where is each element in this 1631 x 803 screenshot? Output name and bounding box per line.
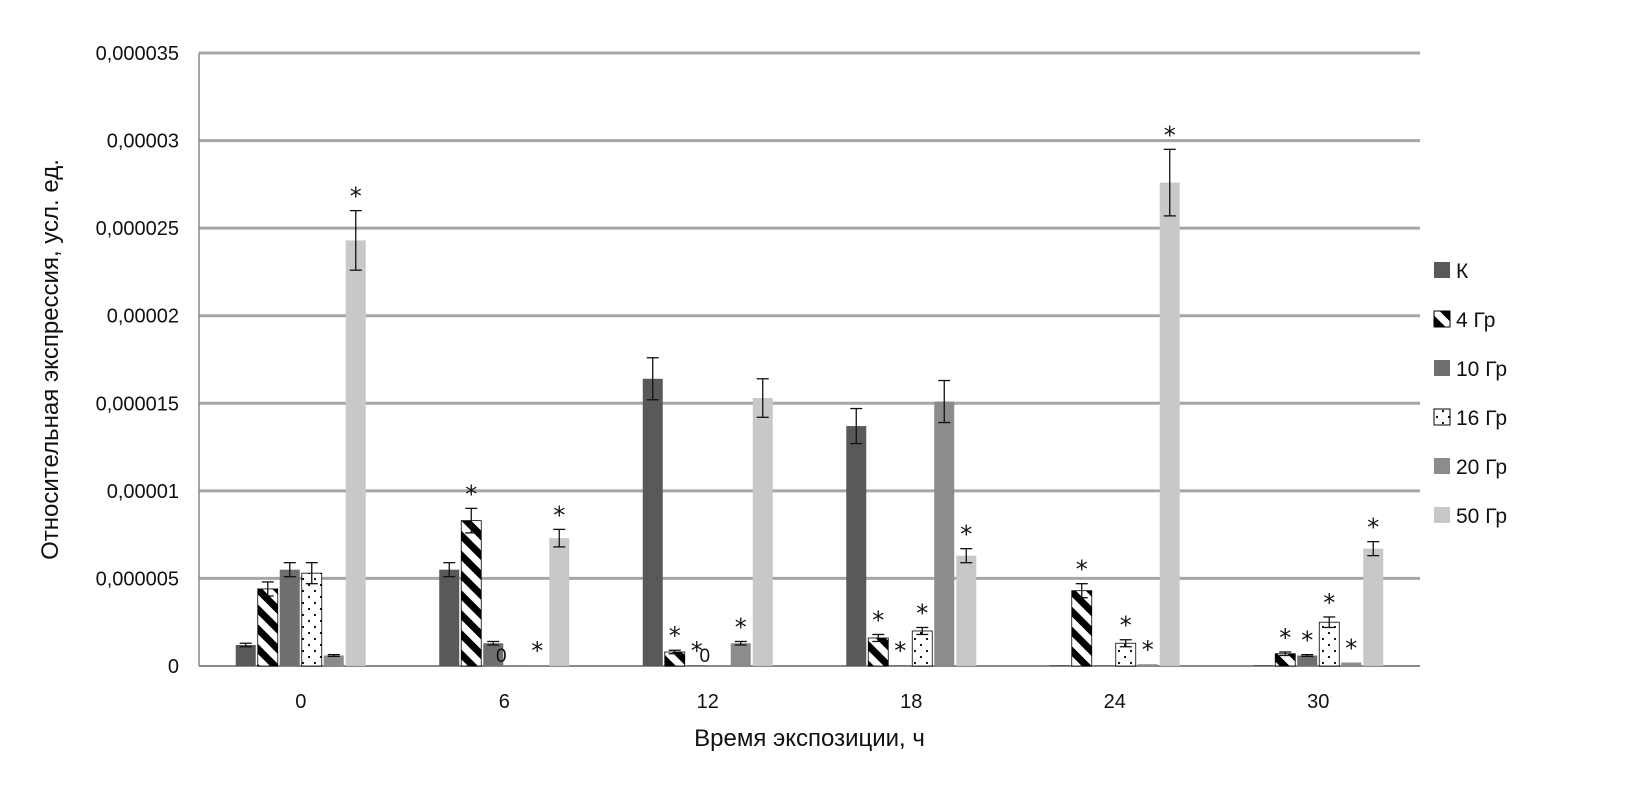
significance-asterisk: * xyxy=(916,599,928,627)
x-tick-label: 6 xyxy=(499,691,510,713)
bar xyxy=(235,644,256,666)
bar xyxy=(439,569,460,666)
bar xyxy=(890,665,911,666)
legend: К 4 Гр 10 Гр 16 Гр 20 Гр 50 Гр xyxy=(1433,260,1507,528)
y-tick-label: 0,000015 xyxy=(96,393,179,415)
bar xyxy=(279,569,300,666)
significance-asterisk: * xyxy=(1164,121,1176,149)
significance-asterisk: * xyxy=(669,622,681,650)
significance-asterisk: * xyxy=(1345,634,1357,662)
zero-annotation: 0 xyxy=(699,646,710,667)
legend-label: К xyxy=(1456,260,1469,283)
error-bars xyxy=(239,148,1380,658)
y-axis-ticks: 0 0,000005 0,00001 0,000015 0,00002 0,000025 0… xyxy=(96,43,179,678)
bar xyxy=(301,572,323,667)
x-tick-label: 18 xyxy=(900,691,922,713)
legend-label: 20 Гр xyxy=(1456,456,1507,479)
bar xyxy=(752,398,773,666)
legend-swatch xyxy=(1433,310,1451,328)
bar xyxy=(1253,665,1274,666)
x-tick-label: 0 xyxy=(295,691,306,713)
significance-asterisk: * xyxy=(1076,556,1088,584)
bar xyxy=(846,426,867,666)
significance-asterisk: * xyxy=(465,480,477,508)
legend-swatch xyxy=(1434,458,1450,474)
gridlines xyxy=(199,51,1420,667)
legend-swatch xyxy=(1434,262,1450,278)
bar xyxy=(1049,665,1070,666)
bar xyxy=(867,637,889,667)
bar xyxy=(1137,664,1158,666)
legend-label: 10 Гр xyxy=(1456,358,1507,381)
y-tick-label: 0,000005 xyxy=(96,568,179,590)
legend-label: 4 Гр xyxy=(1456,309,1495,332)
significance-asterisk: * xyxy=(1367,514,1379,542)
bar xyxy=(460,520,482,667)
significance-asterisk: * xyxy=(1279,624,1291,652)
y-tick-label: 0,00002 xyxy=(107,306,179,328)
bar xyxy=(1297,655,1318,666)
x-tick-label: 30 xyxy=(1307,691,1329,713)
bar xyxy=(549,538,570,666)
significance-asterisk: * xyxy=(1323,589,1335,617)
significance-asterisk: * xyxy=(735,613,747,641)
bar xyxy=(1318,621,1340,667)
bar xyxy=(911,630,933,667)
y-tick-label: 0,00003 xyxy=(107,131,179,153)
x-tick-label: 24 xyxy=(1104,691,1126,713)
bar xyxy=(686,665,707,666)
bars xyxy=(235,182,1384,667)
zero-annotation: 0 xyxy=(496,646,507,667)
legend-label: 16 Гр xyxy=(1456,407,1507,430)
x-axis-ticks: 0 6 12 18 24 30 xyxy=(295,691,1329,713)
y-tick-label: 0,000025 xyxy=(96,218,179,240)
significance-asterisk: * xyxy=(1301,627,1313,655)
significance-asterisk: * xyxy=(553,501,565,529)
bar xyxy=(934,401,955,666)
bar xyxy=(483,643,504,666)
significance-asterisk: * xyxy=(894,637,906,665)
legend-swatch xyxy=(1434,360,1450,376)
significance-asterisk: * xyxy=(531,637,543,665)
x-axis-title: Время экспозиции, ч xyxy=(694,725,925,752)
bar xyxy=(956,555,977,666)
y-axis-title: Относительная экспрессия, усл. ед. xyxy=(37,159,64,560)
legend-label: 50 Гр xyxy=(1456,505,1507,528)
x-tick-label: 12 xyxy=(697,691,719,713)
bar xyxy=(730,643,751,666)
y-tick-label: 0,000035 xyxy=(96,43,179,65)
bar xyxy=(323,655,344,666)
significance-asterisk: * xyxy=(691,637,703,665)
significance-asterisk: * xyxy=(350,183,362,211)
bar xyxy=(1093,665,1114,666)
bar xyxy=(345,240,366,666)
bar xyxy=(1159,182,1180,666)
y-tick-label: 0,00001 xyxy=(107,481,179,503)
bar xyxy=(1071,590,1093,667)
significance-asterisk: * xyxy=(1142,636,1154,664)
bar xyxy=(1363,548,1384,666)
legend-swatch xyxy=(1433,408,1451,426)
bar xyxy=(257,588,279,667)
significance-asterisk: * xyxy=(872,606,884,634)
y-tick-label: 0 xyxy=(168,656,179,678)
legend-swatch xyxy=(1434,507,1450,523)
significance-annotations: **0 ****0* ********* **** xyxy=(350,121,1380,667)
bar xyxy=(642,378,663,666)
significance-asterisk: * xyxy=(1120,612,1132,640)
bar xyxy=(527,665,548,666)
bar xyxy=(1341,662,1362,666)
significance-asterisk: * xyxy=(960,521,972,549)
